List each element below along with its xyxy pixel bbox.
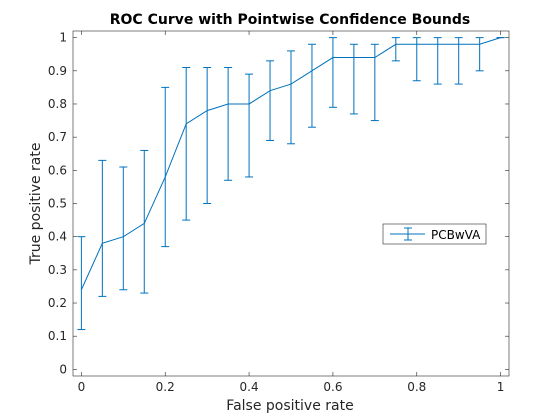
x-tick-label: 0.8: [407, 380, 426, 394]
error-bar: [119, 166, 128, 291]
error-bar: [307, 43, 316, 128]
error-bar: [77, 236, 86, 331]
legend[interactable]: PCBwVA: [382, 223, 487, 245]
chart-marks: [77, 37, 505, 331]
x-tick-label: 0: [78, 380, 86, 394]
y-axis-label: True positive rate: [28, 143, 44, 266]
x-tick-label: 0.4: [240, 380, 259, 394]
x-axis-label: False positive rate: [226, 398, 353, 414]
legend-entry-pcbwva: PCBwVA: [431, 228, 481, 242]
error-bar: [245, 73, 254, 178]
legend-errorbar-symbol: [390, 227, 425, 241]
error-bar: [370, 43, 379, 122]
error-bar: [328, 37, 337, 108]
x-tick-label: 0.2: [156, 380, 175, 394]
y-tick-label: 0.4: [48, 230, 67, 244]
error-bar: [412, 37, 421, 82]
error-bar: [266, 60, 275, 141]
error-bar: [98, 159, 107, 297]
error-bar: [203, 66, 212, 204]
error-bar: [140, 149, 149, 294]
error-bar: [224, 66, 233, 181]
y-tick-label: 0.2: [48, 296, 67, 310]
y-tick-label: 0.3: [48, 263, 67, 277]
legend-box: [382, 223, 487, 245]
x-tick-label: 1: [497, 380, 505, 394]
error-bar: [161, 86, 170, 248]
y-tick-label: 0.8: [48, 97, 67, 111]
error-bar: [475, 37, 484, 72]
y-tick-label: 0.1: [48, 329, 67, 343]
chart-title: ROC Curve with Pointwise Confidence Boun…: [110, 12, 470, 28]
y-tick-label: 0.7: [48, 130, 67, 144]
error-bar: [433, 37, 442, 85]
error-bar: [287, 50, 295, 145]
y-tick-label: 0: [59, 362, 67, 376]
error-bar: [182, 66, 191, 221]
error-bar: [454, 37, 463, 85]
error-bar: [391, 37, 400, 62]
x-tick-label: 0.6: [323, 380, 342, 394]
y-tick-label: 0.5: [48, 197, 67, 211]
y-tick-label: 0.9: [48, 64, 67, 78]
axis-ticks: 0 0.2 0.4 0.6 0.8 1 0 0.1 0.2 0.3 0.4 0.5 0.6 0.7 0.8 0…: [48, 31, 509, 394]
y-tick-label: 0.6: [48, 163, 67, 177]
y-tick-label: 1: [59, 31, 67, 45]
error-bar: [349, 43, 358, 115]
